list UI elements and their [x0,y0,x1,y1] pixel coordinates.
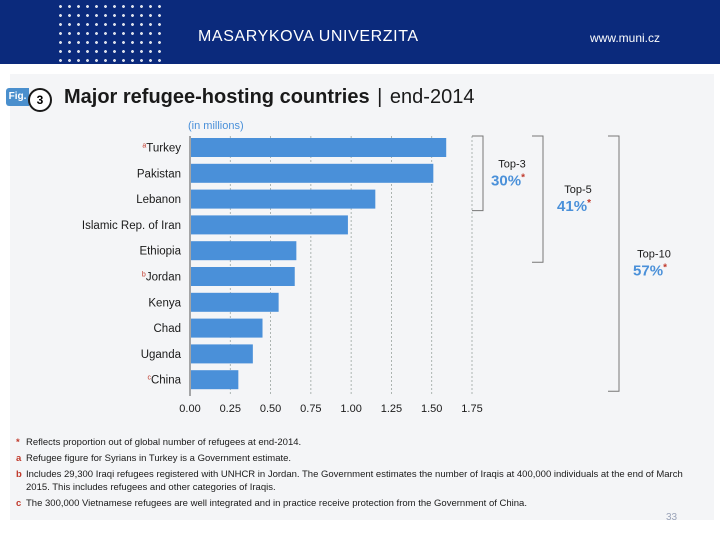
footnote-marker: c [16,498,22,509]
bracket-label: Top-3 [498,158,526,170]
chart-title-main: Major refugee-hosting countries [64,86,370,108]
bar [191,215,348,235]
footnote: b Includes 29,300 Iraqi refugees register… [16,468,706,494]
header-bar: MASARYKOVA UNIVERZITA www.muni.cz [0,0,720,72]
bar [191,241,297,261]
bar [191,370,239,390]
footnotes: * Reflects proportion out of global numbe… [16,436,706,510]
footnote-marker: b [16,469,22,480]
category-label: bJordan [142,272,181,284]
figure-number: 3 [28,88,52,112]
footnote: * Reflects proportion out of global numbe… [16,436,706,449]
figure-tag: Fig. [6,88,29,106]
university-name: MASARYKOVA UNIVERZITA [198,28,419,45]
x-tick-label: 0.75 [300,403,321,415]
x-tick-label: 0.25 [220,403,241,415]
category-label: Lebanon [136,194,181,206]
footnote-marker: * [16,437,20,448]
bracket [532,135,544,263]
category-label: Islamic Rep. of Iran [82,220,181,232]
category-label: Ethiopia [139,246,181,258]
footnote: c The 300,000 Vietnamese refugees are wel… [16,497,706,510]
footnote-text: Includes 29,300 Iraqi refugees registere… [26,469,683,493]
bar [191,292,279,312]
bracket-value: 30%* [491,172,525,189]
x-tick-label: 1.00 [340,403,361,415]
website-link[interactable]: www.muni.cz [590,31,661,45]
bracket-value: 57%* [633,263,667,280]
unit-label: (in millions) [188,120,244,132]
x-tick-label: 1.25 [381,403,402,415]
page-number: 33 [666,512,678,523]
x-tick-label: 0.00 [179,403,200,415]
bracket-label: Top-5 [564,184,592,196]
chart-title-year: end-2014 [389,86,475,108]
category-label: aTurkey [142,143,181,155]
category-label: Chad [154,323,182,335]
bar [191,318,263,338]
category-label: Pakistan [137,168,181,180]
category-label: Kenya [148,297,181,309]
bracket-label: Top-10 [637,249,671,261]
footnote-text: The 300,000 Vietnamese refugees are well… [26,498,527,509]
bracket [472,135,484,212]
bar [191,344,253,364]
bracket-value: 41%* [557,198,591,215]
x-tick-label: 1.50 [421,403,442,415]
category-label: Uganda [141,349,182,361]
footnote: a Refugee figure for Syrians in Turkey is… [16,452,706,465]
x-tick-label: 1.75 [461,403,482,415]
footnote-text: Reflects proportion out of global number… [26,437,302,448]
footnote-text: Refugee figure for Syrians in Turkey is … [26,453,292,464]
bar [191,138,447,157]
bar [191,163,434,183]
category-label: cChina [147,375,181,387]
bar [191,189,376,209]
footnote-marker: a [16,453,22,464]
x-tick-label: 0.50 [260,403,281,415]
chart-title-separator: | [377,86,383,108]
chart-title: Major refugee-hosting countries | end-20… [64,86,474,109]
bracket [608,135,620,392]
bar [191,267,295,286]
dot-pattern-logo [56,2,166,72]
